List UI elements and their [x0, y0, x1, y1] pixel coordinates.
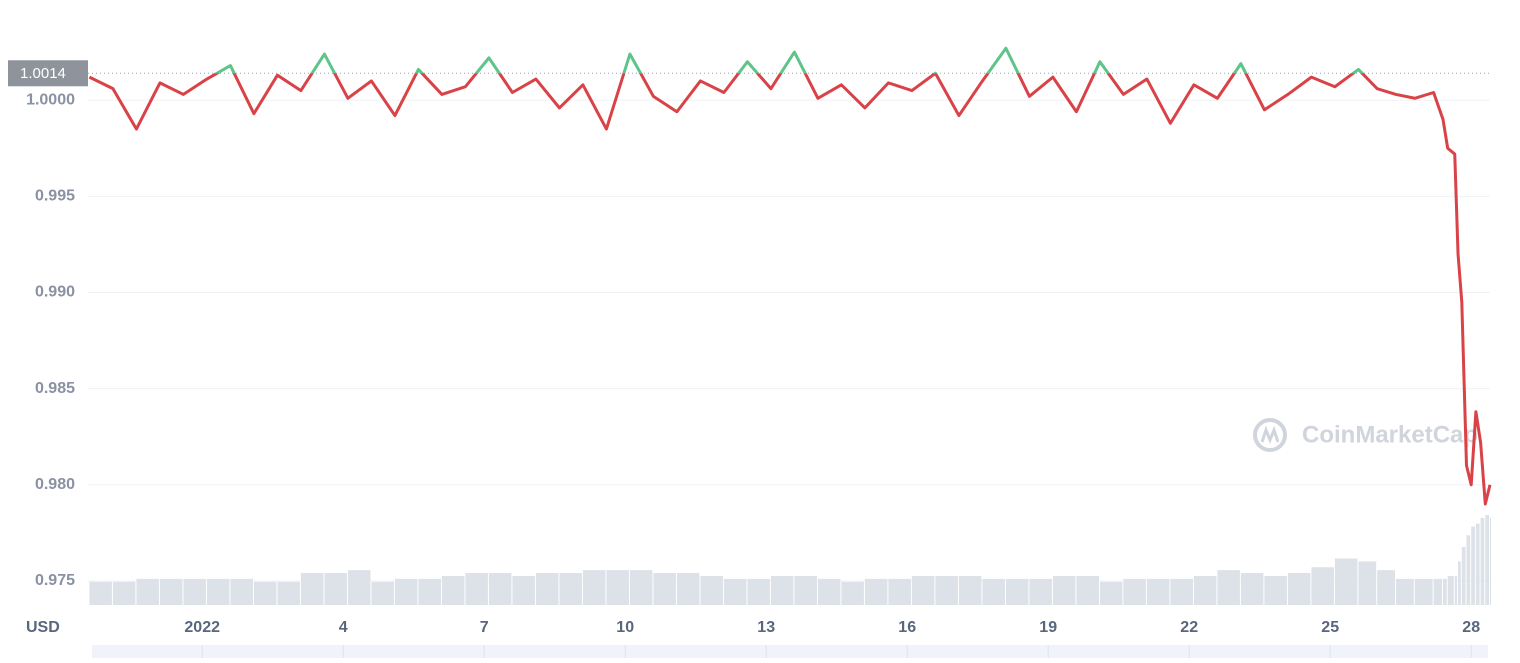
- volume-bar: [1480, 517, 1485, 605]
- volume-bar: [1170, 578, 1193, 605]
- volume-bar: [1466, 535, 1471, 605]
- volume-bar: [1443, 578, 1447, 605]
- volume-bar: [418, 578, 441, 605]
- volume-bar: [488, 573, 512, 605]
- volume-bar: [324, 573, 347, 605]
- volume-bar: [159, 578, 183, 605]
- x-tick-label: 22: [1180, 619, 1198, 636]
- x-tick-label: 4: [339, 619, 348, 636]
- volume-bar: [1052, 575, 1076, 605]
- volume-bar: [1005, 578, 1029, 605]
- y-tick-label: 0.975: [35, 572, 75, 589]
- volume-bar: [112, 581, 136, 605]
- volume-bar: [1123, 578, 1146, 605]
- volume-bar: [935, 575, 958, 605]
- volume-bar: [1414, 578, 1433, 605]
- volume-bar: [1264, 575, 1287, 605]
- y-tick-label: 0.985: [35, 380, 75, 397]
- volume-bar: [770, 575, 794, 605]
- volume-bar: [864, 578, 888, 605]
- x-tick-label: 2022: [184, 619, 220, 636]
- currency-label: USD: [26, 619, 60, 636]
- volume-bar: [347, 570, 371, 605]
- volume-bar: [700, 575, 723, 605]
- reference-label: 1.0014: [20, 65, 66, 82]
- volume-bar: [1471, 526, 1475, 605]
- volume-bar: [747, 578, 770, 605]
- volume-bar: [559, 573, 582, 605]
- volume-bar: [582, 570, 606, 605]
- volume-bar: [794, 575, 817, 605]
- volume-bar: [230, 578, 253, 605]
- volume-bar: [1240, 573, 1264, 605]
- volume-bar: [723, 578, 747, 605]
- y-tick-label: 0.990: [35, 284, 75, 301]
- volume-bar: [89, 581, 112, 605]
- reference-badge: [8, 60, 88, 87]
- volume-bar: [1217, 570, 1240, 605]
- volume-bar: [958, 575, 982, 605]
- volume-bar: [465, 573, 488, 605]
- watermark: CoinMarketCap: [1253, 418, 1478, 452]
- volume-bar: [629, 570, 653, 605]
- volume-bar: [1447, 575, 1454, 605]
- y-tick-label: 0.995: [35, 188, 75, 205]
- volume-bar: [1433, 578, 1443, 605]
- volume-bar: [300, 573, 324, 605]
- volume-bar: [1099, 581, 1123, 605]
- volume-bar: [911, 575, 935, 605]
- volume-bar: [512, 575, 535, 605]
- volume-bar: [136, 578, 159, 605]
- x-tick-label: 10: [616, 619, 634, 636]
- volume-bar: [1377, 570, 1396, 605]
- volume-bar: [1396, 578, 1414, 605]
- volume-bar: [1193, 575, 1217, 605]
- volume-bar: [1454, 575, 1458, 605]
- x-tick-label: 19: [1039, 619, 1057, 636]
- volume-bar: [676, 573, 700, 605]
- volume-bar: [1485, 515, 1489, 605]
- price-line: [88, 46, 1492, 506]
- volume-bar: [253, 581, 277, 605]
- volume-bar: [1334, 558, 1358, 605]
- x-tick-label: 7: [480, 619, 489, 636]
- volume-bar: [982, 578, 1005, 605]
- volume-bar: [206, 578, 230, 605]
- volume-bar: [441, 575, 465, 605]
- y-tick-label: 1.0000: [26, 91, 75, 108]
- watermark-text: CoinMarketCap: [1302, 421, 1478, 448]
- volume-bar: [1146, 578, 1170, 605]
- volume-bar: [394, 578, 418, 605]
- volume-bar: [1311, 567, 1334, 605]
- volume-bar: [1287, 573, 1311, 605]
- volume-bar: [1358, 561, 1377, 605]
- volume-bar: [1475, 523, 1480, 605]
- x-tick-label: 28: [1462, 619, 1480, 636]
- volume-bar: [1029, 578, 1052, 605]
- volume-bar: [817, 578, 841, 605]
- volume-bar: [841, 581, 864, 605]
- volume-bar: [371, 581, 394, 605]
- volume-bar: [606, 570, 629, 605]
- volume-bar: [1490, 517, 1491, 605]
- volume-bar: [183, 578, 206, 605]
- volume-bar: [888, 578, 911, 605]
- volume-bar: [1076, 575, 1099, 605]
- volume-bar: [653, 573, 676, 605]
- x-tick-label: 25: [1321, 619, 1339, 636]
- volume-bar: [1458, 561, 1461, 605]
- volume-bar: [535, 573, 559, 605]
- x-tick-label: 16: [898, 619, 916, 636]
- navigator[interactable]: [92, 645, 1488, 658]
- x-tick-label: 13: [757, 619, 775, 636]
- y-tick-label: 0.980: [35, 476, 75, 493]
- volume-bar: [277, 581, 300, 605]
- volume-bar: [1461, 546, 1466, 605]
